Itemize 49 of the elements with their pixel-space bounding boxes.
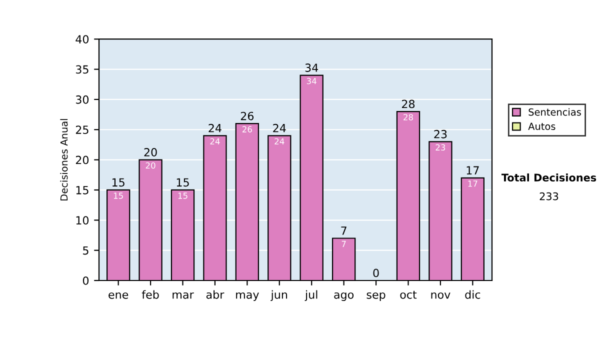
data-label: 28 xyxy=(404,114,413,120)
total-label: 23 xyxy=(434,130,447,138)
data-label: 15 xyxy=(178,192,188,199)
legend-label: Autos xyxy=(528,122,556,130)
total-label: 24 xyxy=(273,124,286,132)
data-label: 17 xyxy=(468,180,478,187)
x-tick-label: jun xyxy=(270,290,288,301)
y-tick-label: 35 xyxy=(76,65,88,74)
data-label: 34 xyxy=(306,78,316,84)
data-label: 23 xyxy=(436,144,446,151)
y-tick-label: 10 xyxy=(76,216,89,225)
x-tick-label: feb xyxy=(142,290,159,299)
text: 233 xyxy=(540,192,558,200)
data-label: 24 xyxy=(274,138,284,144)
total-label: 17 xyxy=(466,166,479,174)
y-tick-label: 0 xyxy=(82,276,89,285)
data-label: 26 xyxy=(242,126,252,132)
data-label: 24 xyxy=(210,138,220,144)
x-tick-label: mar xyxy=(172,292,194,299)
data-label: 20 xyxy=(146,162,156,169)
total-label: 34 xyxy=(305,64,318,72)
x-tick-label: ene xyxy=(108,292,128,299)
total-label: 0 xyxy=(373,268,379,278)
x-tick-label: sep xyxy=(366,292,386,301)
x-tick-label: dic xyxy=(465,290,480,299)
text: Total Decisiones xyxy=(501,173,596,182)
x-tick-label: ago xyxy=(334,292,354,301)
y-tick-label: 25 xyxy=(76,126,88,134)
total-label: 28 xyxy=(402,100,415,108)
data-label: 15 xyxy=(114,192,123,199)
y-tick-label: 30 xyxy=(76,95,89,104)
x-tick-label: abr xyxy=(206,290,224,299)
legend-label: Sentencias xyxy=(528,108,581,116)
data-label: 7 xyxy=(342,240,346,247)
x-tick-label: may xyxy=(236,292,259,301)
y-tick-label: 15 xyxy=(76,186,88,194)
y-tick-label: 20 xyxy=(76,156,89,164)
y-tick-label: 5 xyxy=(83,246,88,255)
y-tick-label: 40 xyxy=(76,35,89,44)
y-axis-title: Decisiones Anual xyxy=(60,119,68,200)
total-label: 15 xyxy=(112,178,124,187)
x-tick-label: oct xyxy=(400,290,417,299)
total-label: 26 xyxy=(240,112,254,120)
x-tick-label: jul xyxy=(304,290,318,301)
x-tick-label: nov xyxy=(431,292,450,299)
total-label: 15 xyxy=(176,178,189,187)
total-label: 24 xyxy=(208,124,222,132)
total-label: 20 xyxy=(144,148,157,156)
total-label: 7 xyxy=(341,226,346,235)
